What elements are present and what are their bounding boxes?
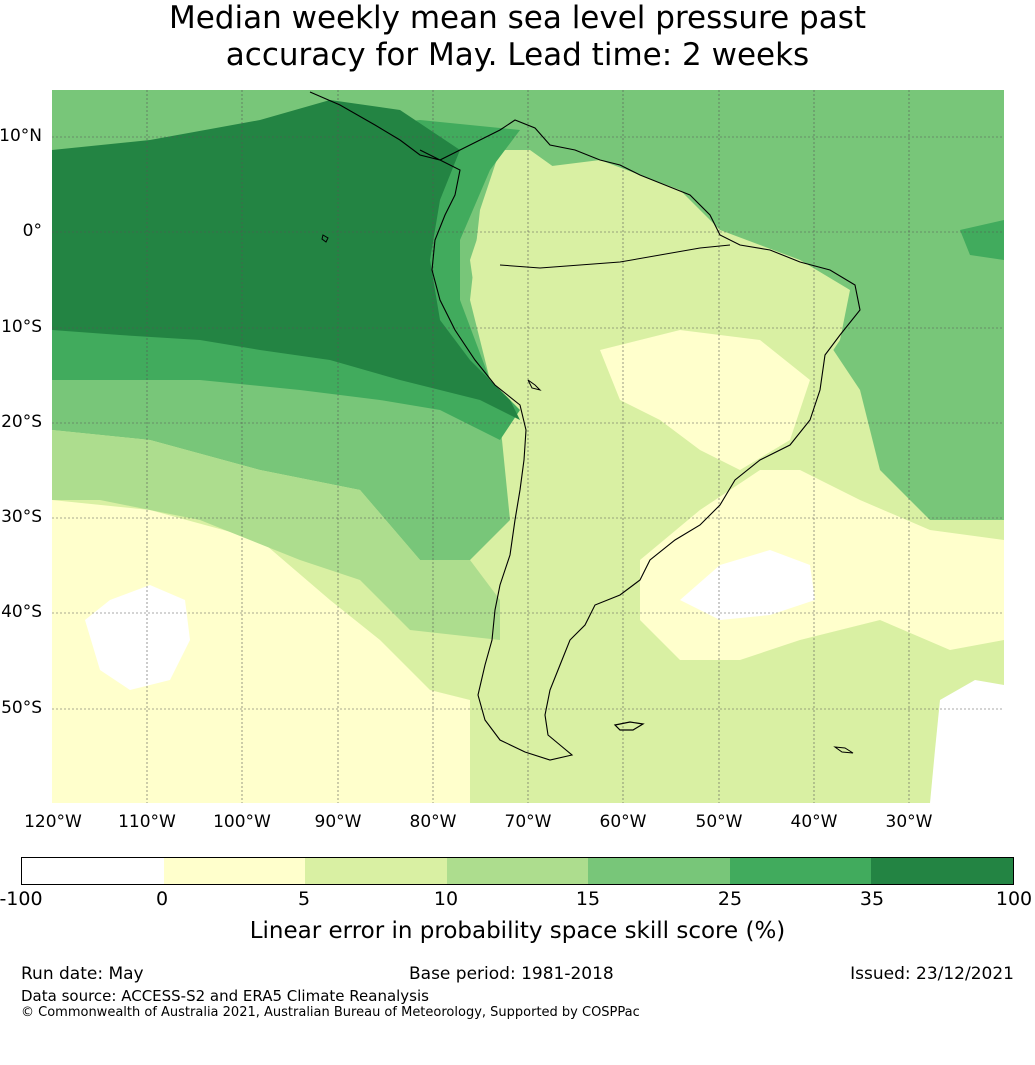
lat-label: 20°S xyxy=(1,412,42,432)
lon-label: 60°W xyxy=(599,812,647,832)
colorbar-tick: 5 xyxy=(297,888,311,910)
lon-label: 50°W xyxy=(695,812,743,832)
zone-white-3 xyxy=(930,680,1004,803)
lake-titicaca xyxy=(527,379,542,391)
zone-15-band xyxy=(52,430,500,640)
lat-label: 50°S xyxy=(1,698,42,718)
zone-5-continent xyxy=(600,330,810,470)
lat-label: 10°S xyxy=(1,317,42,337)
zone-15-continent xyxy=(470,160,850,740)
chart-title: Median weekly mean sea level pressure pa… xyxy=(0,0,1035,74)
zone-100-band xyxy=(52,100,520,420)
lat-label: 10°N xyxy=(0,126,42,146)
lon-label: 80°W xyxy=(409,812,457,832)
title-line-1: Median weekly mean sea level pressure pa… xyxy=(168,0,866,36)
colorbar-tick: 0 xyxy=(155,888,169,910)
colorbar-tick: 35 xyxy=(859,888,885,910)
lat-label: 40°S xyxy=(1,602,42,622)
colorbar-label: Linear error in probability space skill … xyxy=(249,918,786,944)
colorbar-tick: 15 xyxy=(575,888,601,910)
lon-label: 70°W xyxy=(504,812,552,832)
run-date: Run date: May xyxy=(21,964,144,984)
copyright: © Commonwealth of Australia 2021, Austra… xyxy=(21,1005,640,1020)
colorbar-tick: 10 xyxy=(433,888,459,910)
coastline-south-america xyxy=(309,91,861,761)
south-georgia xyxy=(833,746,854,754)
lon-label: 110°W xyxy=(118,812,176,832)
colorbar-tick: 100 xyxy=(995,888,1033,910)
lon-label: 30°W xyxy=(885,812,933,832)
colorbar-segment xyxy=(588,858,730,884)
issued-date: Issued: 23/12/2021 xyxy=(850,964,1014,984)
colorbar-segment xyxy=(163,858,306,884)
lon-label: 90°W xyxy=(314,812,362,832)
colorbar-tick: 25 xyxy=(717,888,743,910)
colorbar-tick: -100 xyxy=(0,888,43,910)
title-line-2: accuracy for May. Lead time: 2 weeks xyxy=(225,37,810,73)
colorbar-segment xyxy=(446,858,589,884)
lon-label: 120°W xyxy=(24,812,82,832)
zone-white-1 xyxy=(85,585,190,690)
data-source: Data source: ACCESS-S2 and ERA5 Climate … xyxy=(21,987,429,1005)
zone-yellow-south xyxy=(52,500,470,803)
colorbar-segment xyxy=(305,858,447,884)
colorbar-segment xyxy=(22,858,164,884)
lon-label: 40°W xyxy=(790,812,838,832)
falkland-islands xyxy=(613,721,645,731)
lon-label: 100°W xyxy=(213,812,271,832)
galapagos xyxy=(321,234,329,243)
colorbar-segment xyxy=(729,858,872,884)
lat-label: 30°S xyxy=(1,507,42,527)
zone-35-east xyxy=(960,220,1004,260)
colorbar-segment xyxy=(871,858,1014,884)
base-period: Base period: 1981-2018 xyxy=(409,964,614,984)
colorbar xyxy=(21,857,1014,885)
river-amazon xyxy=(499,244,731,269)
lat-label: 0° xyxy=(22,221,42,241)
zone-white-2 xyxy=(680,550,815,620)
